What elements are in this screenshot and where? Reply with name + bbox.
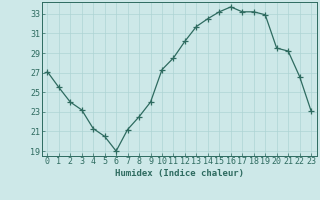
X-axis label: Humidex (Indice chaleur): Humidex (Indice chaleur) [115,169,244,178]
